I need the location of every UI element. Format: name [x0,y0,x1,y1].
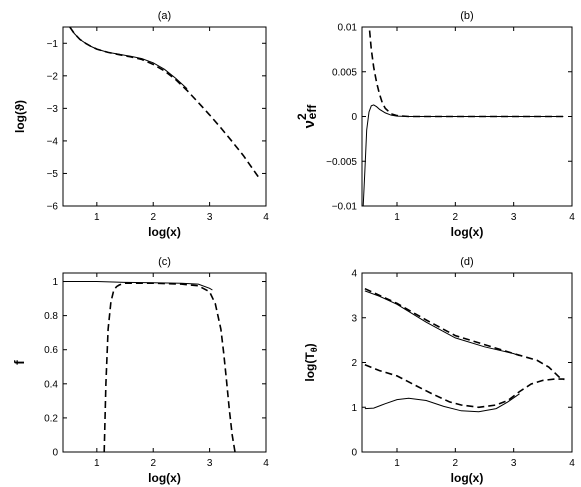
x-tick-label: 4 [263,458,269,469]
y-tick-label: 0.01 [338,23,358,34]
y-axis-label: ν2eff [295,104,319,129]
y-tick-label: −3 [47,104,59,115]
y-tick-label: 0.2 [44,413,58,424]
dashed-series-line [69,27,260,178]
y-tick-label: −1 [47,39,59,50]
x-tick-label: 4 [569,458,575,469]
solid-series-line [364,393,520,413]
x-tick-label: 2 [453,212,459,223]
y-tick-label: −5 [47,169,59,180]
panel-title: (c) [158,256,171,268]
x-axis-label: log(x) [451,471,484,485]
y-tick-label: −6 [47,202,59,213]
y-tick-label: 0 [52,448,58,459]
x-tick-label: 1 [394,212,400,223]
panel-title: (b) [460,10,473,22]
x-tick-label: 3 [511,458,517,469]
y-tick-label: 0.005 [332,67,357,78]
x-axis-label: log(x) [451,225,484,239]
y-tick-label: 3 [351,313,357,324]
y-label-end: ) [303,343,317,347]
x-tick-label: 3 [511,212,517,223]
y-label-main: ν [301,120,318,128]
y-tick-label: 0.4 [44,379,58,390]
y-tick-label: −4 [47,136,59,147]
x-axis-label: log(x) [148,471,181,485]
x-tick-label: 2 [150,458,156,469]
x-tick-label: 2 [453,458,459,469]
x-axis-label: log(x) [148,225,181,239]
x-tick-label: 1 [394,458,400,469]
y-tick-label: 0.6 [44,345,58,356]
y-tick-label: 1 [52,277,58,288]
y-label-sub: eff [305,104,319,120]
panel-a: 1 2 3 4 −6 −5 −4 −3 −2 −1 (a) log(x) log(ϑ) [13,10,269,239]
y-label-sup: 2 [295,113,309,120]
y-tick-label: −0.005 [326,157,357,168]
panel-title: (a) [158,10,171,22]
solid-series-line [63,281,213,291]
y-tick-label: 0 [351,112,357,123]
y-axis-label: log(Tθ) [303,343,319,381]
y-tick-label: 0.8 [44,311,58,322]
panel-title: (d) [460,256,473,268]
panel-c: 1 2 3 4 0 0.2 0.4 0.6 0.8 1 (c) log(x) f [11,256,269,485]
y-axis-label: f [11,360,27,365]
x-tick-label: 1 [94,212,100,223]
y-label-sub: θ [309,347,319,352]
y-tick-label: 4 [351,269,357,280]
x-tick-label: 3 [207,458,213,469]
y-tick-label: 1 [351,403,357,414]
x-tick-label: 2 [150,212,156,223]
plot-frame [62,26,267,207]
x-tick-label: 4 [569,212,575,223]
plot-frame [62,272,267,453]
y-axis-label: log(ϑ) [13,100,27,133]
dashed-series-line [364,287,565,381]
x-tick-label: 3 [207,212,213,223]
dashed-series-line [364,363,565,409]
x-tick-label: 4 [263,212,269,223]
panel-d: 1 2 3 4 0 1 2 3 4 (d) log(x) log(Tθ) [303,256,575,485]
y-tick-label: 2 [351,358,357,369]
y-label-main: log(T [303,352,317,382]
dashed-series-line [368,30,564,118]
y-tick-label: 0 [351,448,357,459]
y-tick-label: −0.01 [332,202,358,213]
y-tick-label: −2 [47,71,59,82]
x-tick-label: 1 [94,458,100,469]
